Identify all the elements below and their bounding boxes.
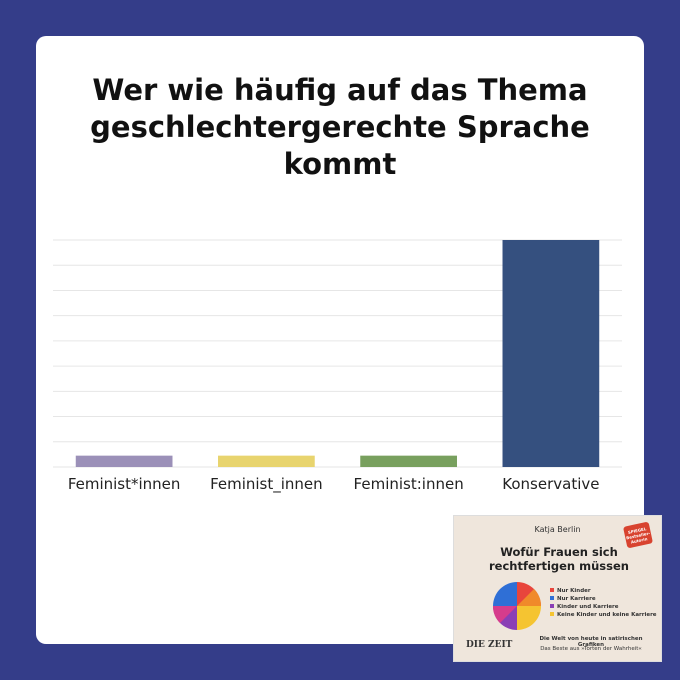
pie-illustration bbox=[492, 582, 542, 630]
bar bbox=[502, 240, 600, 467]
x-tick-label: Feminist_innen bbox=[210, 475, 323, 494]
chart-title: Wer wie häufig auf das Thema geschlechte… bbox=[90, 73, 590, 181]
book-legend: Nur Kinder Nur Karriere Kinder und Karri… bbox=[550, 587, 657, 619]
legend-item: Nur Karriere bbox=[557, 596, 596, 602]
bar bbox=[360, 455, 457, 467]
bar bbox=[75, 455, 173, 467]
legend-item: Kinder und Karriere bbox=[557, 604, 619, 610]
book-tagline: Das Beste aus »Torten der Wahrheit« bbox=[540, 646, 642, 652]
legend-item: Nur Kinder bbox=[557, 588, 591, 594]
book-cover: Katja Berlin SPIEGEL Bestseller-Autorin … bbox=[453, 515, 662, 662]
bar bbox=[218, 455, 315, 467]
book-author: Katja Berlin bbox=[534, 525, 581, 534]
publisher: DIE ZEIT bbox=[466, 640, 513, 650]
x-tick-label: Feminist*innen bbox=[68, 475, 181, 493]
book-title: Wofür Frauen sich rechtfertigen müssen bbox=[489, 545, 629, 573]
x-tick-label: Konservative bbox=[502, 475, 599, 493]
x-tick-label: Feminist:innen bbox=[354, 475, 464, 493]
book-subtitle: Die Welt von heute in satirischen Grafik… bbox=[539, 636, 643, 648]
legend-item: Keine Kinder und keine Karriere bbox=[557, 612, 657, 618]
